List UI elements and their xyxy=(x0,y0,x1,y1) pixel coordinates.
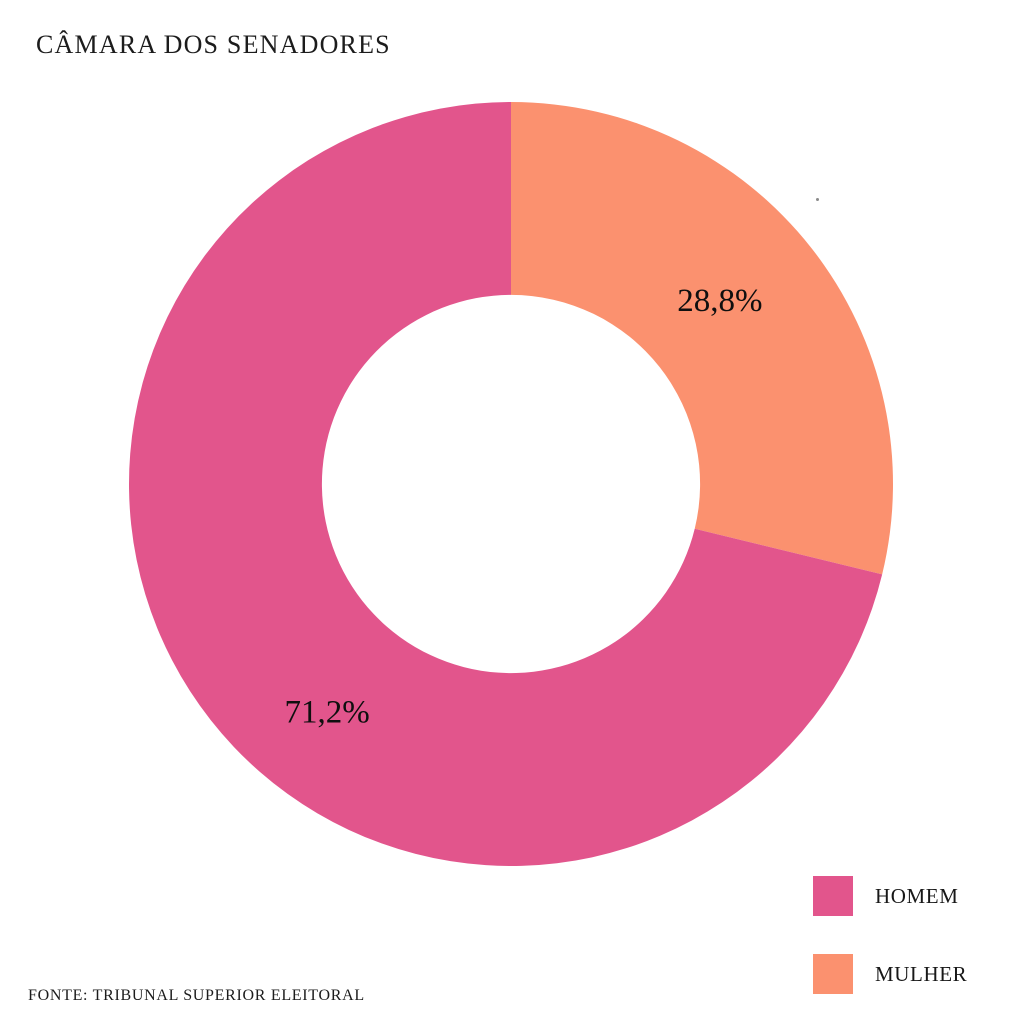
legend-label-mulher: MULHER xyxy=(875,961,968,986)
legend-item-mulher: MULHER xyxy=(813,954,967,994)
legend-label-homem: HOMEM xyxy=(875,883,959,908)
donut-slice-homem xyxy=(129,102,883,866)
legend-item-homem: HOMEM xyxy=(813,876,967,916)
stray-dot xyxy=(816,198,819,201)
legend-swatch-mulher xyxy=(813,954,853,994)
source-note: FONTE: TRIBUNAL SUPERIOR ELEITORAL xyxy=(28,987,365,1004)
legend: HOMEM MULHER xyxy=(813,876,967,1024)
slice-label-homem: 71,2% xyxy=(284,695,369,731)
slice-label-mulher: 28,8% xyxy=(677,283,762,319)
donut-slice-mulher xyxy=(511,102,893,575)
legend-swatch-homem xyxy=(813,876,853,916)
chart-title: CÂMARA DOS SENADORES xyxy=(36,30,391,59)
